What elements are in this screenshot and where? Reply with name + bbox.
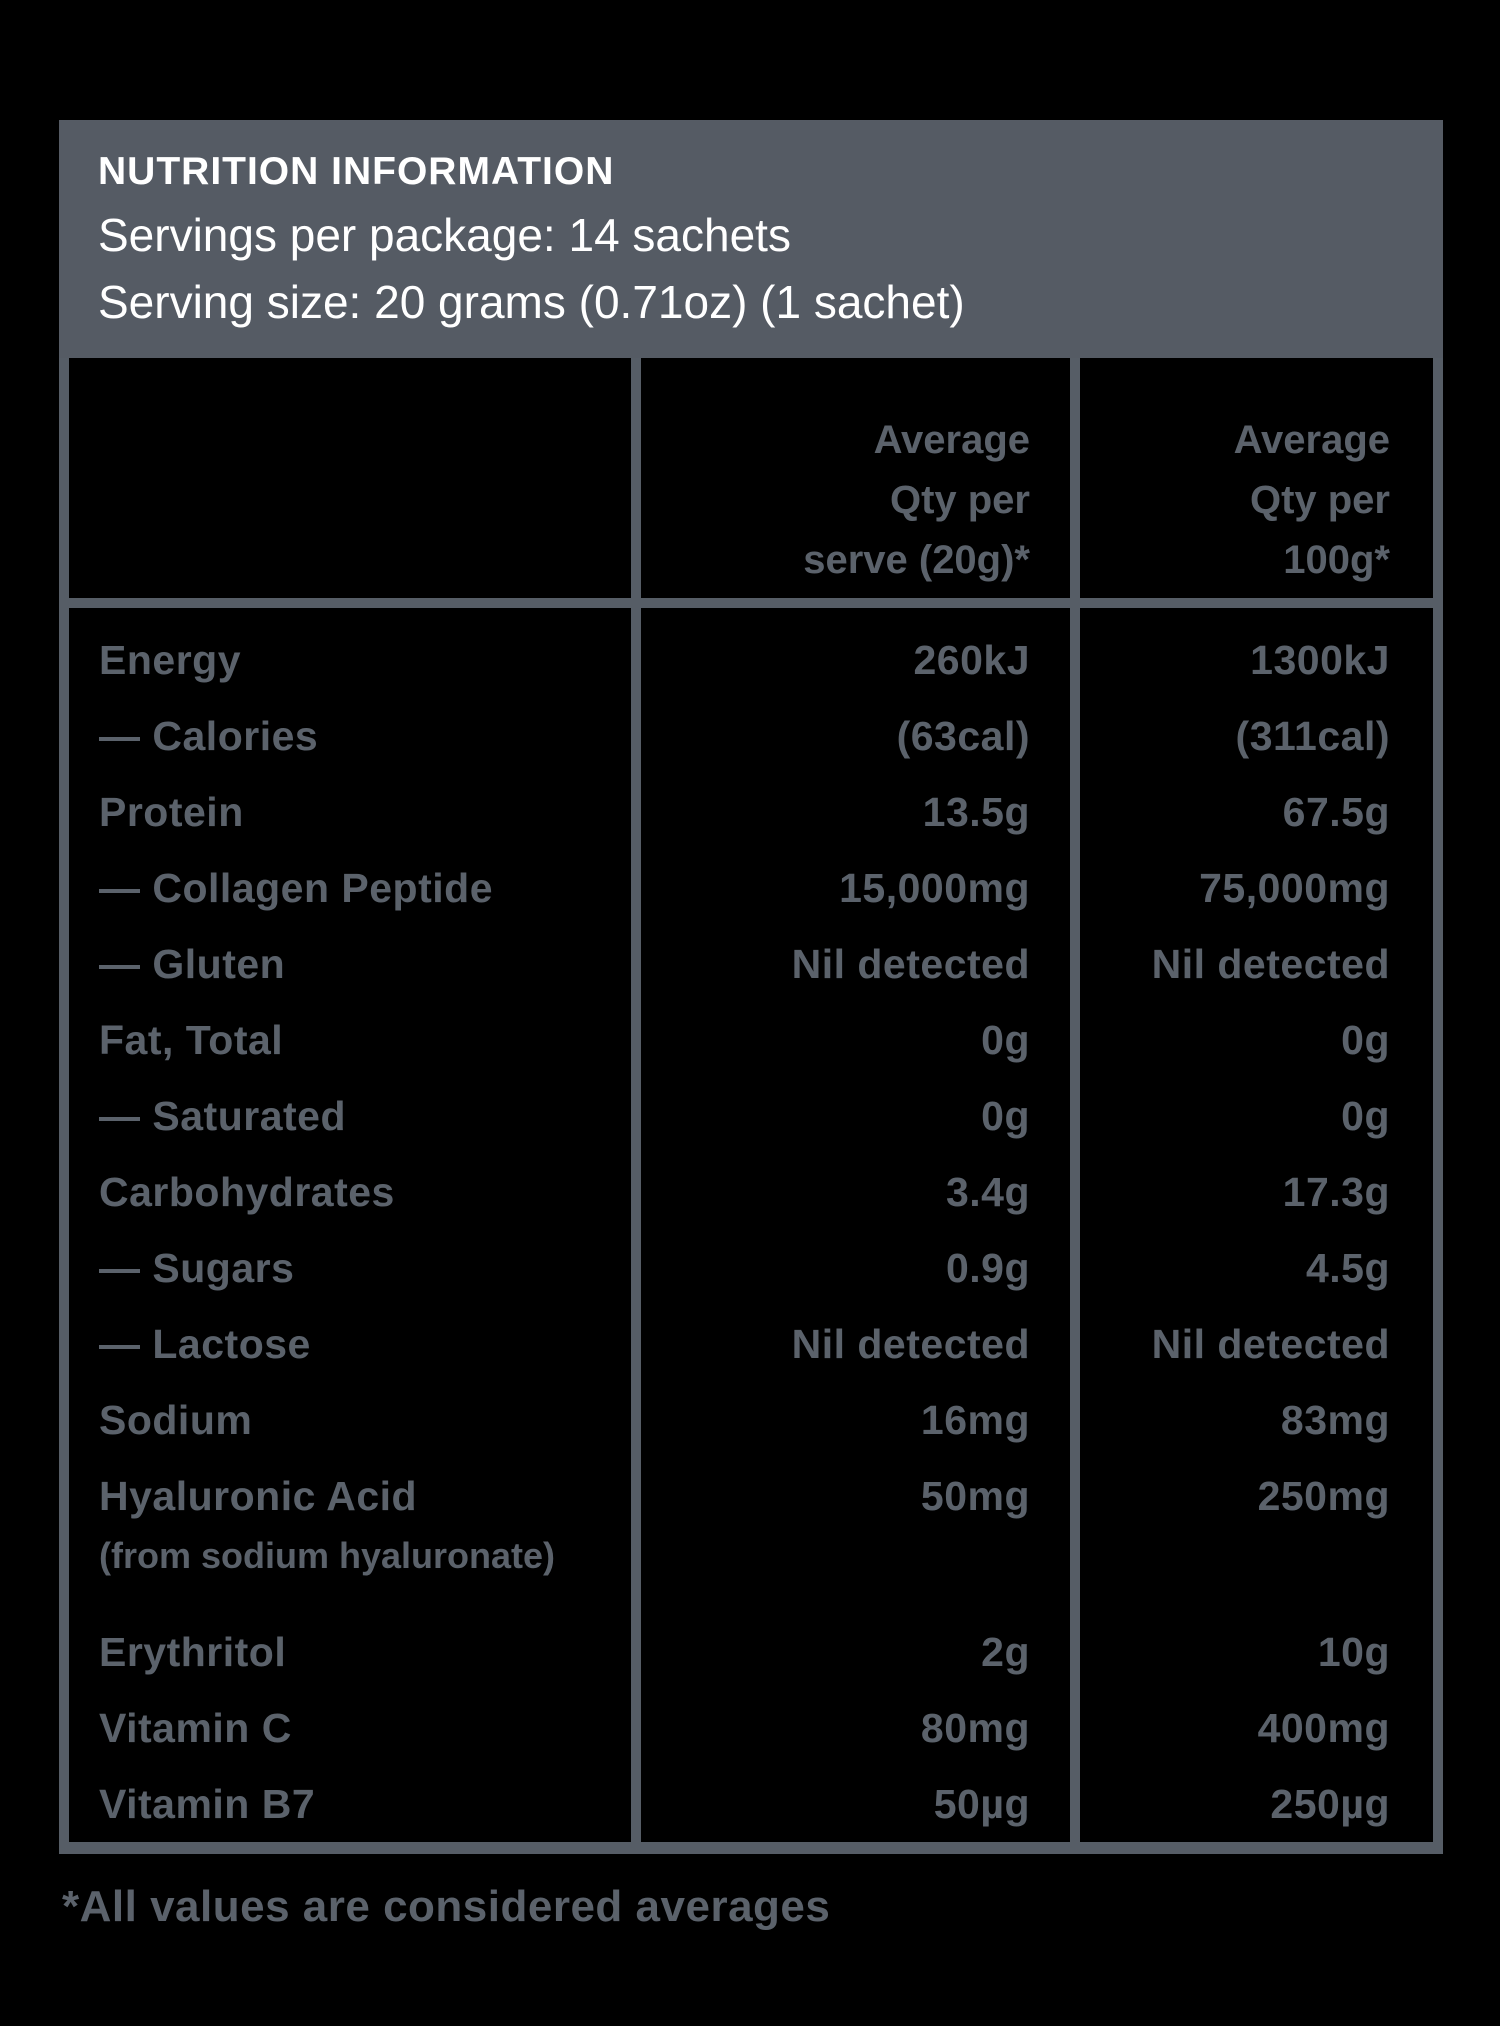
table-row: Vitamin C 80mg 400mg xyxy=(69,1690,1433,1766)
servings-per-package: Servings per package: 14 sachets xyxy=(98,209,791,261)
panel-header: NUTRITION INFORMATION Servings per packa… xyxy=(59,120,1443,358)
row-label-cell: — Lactose xyxy=(69,1306,631,1382)
value-per-serve: 0g xyxy=(631,1078,1070,1154)
table-row: — Saturated 0g 0g xyxy=(69,1078,1433,1154)
table-row: — Lactose Nil detected Nil detected xyxy=(69,1306,1433,1382)
value-per-100g: 0g xyxy=(1070,1002,1433,1078)
row-label: Vitamin B7 xyxy=(99,1781,316,1827)
row-label-cell: — Collagen Peptide xyxy=(69,850,631,926)
table-row: Energy 260kJ 1300kJ xyxy=(69,608,1433,698)
value-per-100g: Nil detected xyxy=(1070,1306,1433,1382)
row-label-cell: Sodium xyxy=(69,1382,631,1458)
row-label: — Collagen Peptide xyxy=(99,865,493,911)
value-per-100g: 17.3g xyxy=(1070,1154,1433,1230)
row-label-cell: — Saturated xyxy=(69,1078,631,1154)
row-label-cell: Energy xyxy=(69,608,631,698)
value-per-serve: 2g xyxy=(631,1590,1070,1690)
value-per-serve: 0g xyxy=(631,1002,1070,1078)
row-label-cell: Hyaluronic Acid (from sodium hyaluronate… xyxy=(69,1458,631,1590)
row-label-cell: Protein xyxy=(69,774,631,850)
col-header-per-100g: Average Qty per 100g* xyxy=(1070,358,1433,598)
col-header-line: Average xyxy=(1233,418,1390,462)
value-per-100g: 83mg xyxy=(1070,1382,1433,1458)
row-label: — Sugars xyxy=(99,1245,295,1291)
table-row: — Calories (63cal) (311cal) xyxy=(69,698,1433,774)
row-subnote: (from sodium hyaluronate) xyxy=(99,1535,556,1576)
row-label: Carbohydrates xyxy=(99,1169,395,1215)
nutrition-table: Average Qty per serve (20g)* Average Qty… xyxy=(59,358,1443,1854)
table-row: Vitamin B7 50µg 250µg xyxy=(69,1766,1433,1842)
value-per-100g: 75,000mg xyxy=(1070,850,1433,926)
value-per-100g: (311cal) xyxy=(1070,698,1433,774)
row-label: — Lactose xyxy=(99,1321,311,1367)
value-per-serve: Nil detected xyxy=(631,926,1070,1002)
value-per-serve: 16mg xyxy=(631,1382,1070,1458)
row-label-cell: Vitamin B7 xyxy=(69,1766,631,1842)
row-label-cell: Carbohydrates xyxy=(69,1154,631,1230)
col-header-line: Qty per xyxy=(889,478,1030,522)
col-header-per-serve: Average Qty per serve (20g)* xyxy=(631,358,1070,598)
value-per-100g: 10g xyxy=(1070,1590,1433,1690)
value-per-serve: 50µg xyxy=(631,1766,1070,1842)
table-row: Erythritol 2g 10g xyxy=(69,1590,1433,1690)
table-row: Carbohydrates 3.4g 17.3g xyxy=(69,1154,1433,1230)
value-per-serve: 13.5g xyxy=(631,774,1070,850)
table-row: Sodium 16mg 83mg xyxy=(69,1382,1433,1458)
row-label: — Saturated xyxy=(99,1093,346,1139)
row-label: — Calories xyxy=(99,713,319,759)
table-row: Hyaluronic Acid (from sodium hyaluronate… xyxy=(69,1458,1433,1590)
value-per-100g: 400mg xyxy=(1070,1690,1433,1766)
row-label: Vitamin C xyxy=(99,1705,292,1751)
value-per-serve: 80mg xyxy=(631,1690,1070,1766)
row-label: Energy xyxy=(99,637,241,683)
table-row: — Gluten Nil detected Nil detected xyxy=(69,926,1433,1002)
row-label-cell: Erythritol xyxy=(69,1590,631,1690)
nutrition-panel: NUTRITION INFORMATION Servings per packa… xyxy=(59,120,1443,1854)
value-per-serve: 3.4g xyxy=(631,1154,1070,1230)
value-per-100g: 4.5g xyxy=(1070,1230,1433,1306)
nutrition-title: NUTRITION INFORMATION xyxy=(98,150,615,193)
table-row: — Sugars 0.9g 4.5g xyxy=(69,1230,1433,1306)
col-header-line: 100g* xyxy=(1283,538,1390,582)
row-label: Erythritol xyxy=(99,1629,287,1675)
row-label-cell: — Gluten xyxy=(69,926,631,1002)
value-per-serve: 0.9g xyxy=(631,1230,1070,1306)
table-body: Energy 260kJ 1300kJ — Calories (63cal) (… xyxy=(69,608,1433,1842)
row-label: — Gluten xyxy=(99,941,286,987)
col-header-line: Qty per xyxy=(1249,478,1390,522)
value-per-serve: 50mg xyxy=(631,1458,1070,1590)
value-per-100g: Nil detected xyxy=(1070,926,1433,1002)
col-header-line: Average xyxy=(873,418,1030,462)
col-header-empty xyxy=(69,358,631,598)
row-label: Fat, Total xyxy=(99,1017,284,1063)
value-per-serve: (63cal) xyxy=(631,698,1070,774)
table-row: Protein 13.5g 67.5g xyxy=(69,774,1433,850)
value-per-100g: 1300kJ xyxy=(1070,608,1433,698)
table-header-row: Average Qty per serve (20g)* Average Qty… xyxy=(69,358,1433,608)
row-label: Protein xyxy=(99,789,244,835)
value-per-100g: 250µg xyxy=(1070,1766,1433,1842)
table-row: — Collagen Peptide 15,000mg 75,000mg xyxy=(69,850,1433,926)
row-label-cell: — Sugars xyxy=(69,1230,631,1306)
value-per-serve: 260kJ xyxy=(631,608,1070,698)
col-header-line: serve (20g)* xyxy=(803,538,1030,582)
row-label-cell: Vitamin C xyxy=(69,1690,631,1766)
value-per-100g: 250mg xyxy=(1070,1458,1433,1590)
table-row: Fat, Total 0g 0g xyxy=(69,1002,1433,1078)
row-label-cell: Fat, Total xyxy=(69,1002,631,1078)
row-label: Sodium xyxy=(99,1397,253,1443)
row-label: Hyaluronic Acid xyxy=(99,1473,418,1519)
value-per-serve: 15,000mg xyxy=(631,850,1070,926)
row-label-cell: — Calories xyxy=(69,698,631,774)
serving-size: Serving size: 20 grams (0.71oz) (1 sache… xyxy=(98,276,965,328)
value-per-100g: 0g xyxy=(1070,1078,1433,1154)
footnote: *All values are considered averages xyxy=(62,1882,831,1931)
value-per-serve: Nil detected xyxy=(631,1306,1070,1382)
value-per-100g: 67.5g xyxy=(1070,774,1433,850)
